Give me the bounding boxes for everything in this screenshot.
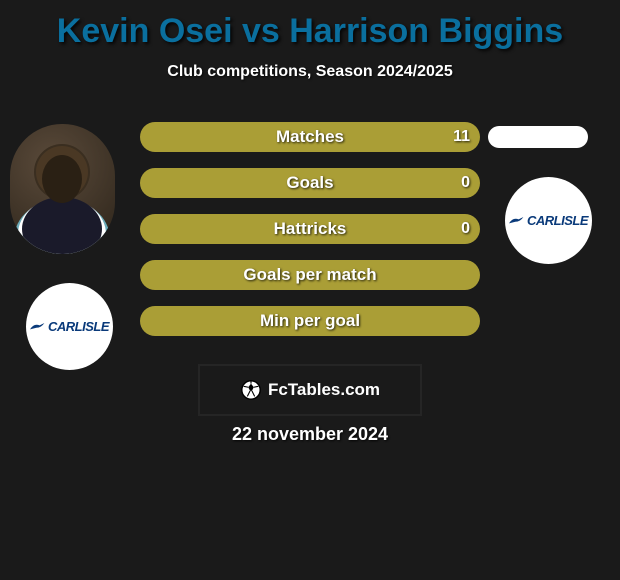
stat-label: Goals [140, 173, 480, 193]
stat-value-right: 0 [461, 174, 470, 192]
source-text: FcTables.com [240, 379, 380, 401]
club-left-name: CARLISLE [48, 319, 109, 334]
stat-bar-min-per-goal: Min per goal [140, 306, 480, 336]
club-right-badge: CARLISLE [505, 177, 592, 264]
source-banner: FcTables.com [200, 366, 420, 414]
stat-label: Hattricks [140, 219, 480, 239]
source-label: FcTables.com [268, 380, 380, 400]
stat-value-right: 0 [461, 220, 470, 238]
club-right-name: CARLISLE [527, 213, 588, 228]
stats-bars-container: Matches 11 Goals 0 Hattricks 0 Goals per… [140, 122, 480, 352]
stat-label: Matches [140, 127, 480, 147]
club-left-label: CARLISLE [30, 319, 109, 334]
player-silhouette-icon [10, 124, 115, 254]
stat-bar-matches: Matches 11 [140, 122, 480, 152]
stat-value-right: 11 [453, 128, 470, 146]
stat-label: Min per goal [140, 311, 480, 331]
stat-bar-goals: Goals 0 [140, 168, 480, 198]
comparison-subtitle: Club competitions, Season 2024/2025 [0, 63, 620, 81]
club-swoosh-icon [509, 217, 525, 225]
club-left-badge: CARLISLE [26, 283, 113, 370]
soccer-ball-icon [240, 379, 262, 401]
player-left-avatar [10, 124, 115, 254]
club-swoosh-icon [30, 323, 46, 331]
date-text: 22 november 2024 [0, 424, 620, 445]
player-right-pill [488, 126, 588, 148]
stat-bar-goals-per-match: Goals per match [140, 260, 480, 290]
stat-label: Goals per match [140, 265, 480, 285]
stat-bar-hattricks: Hattricks 0 [140, 214, 480, 244]
club-right-label: CARLISLE [509, 213, 588, 228]
comparison-title: Kevin Osei vs Harrison Biggins [0, 0, 620, 51]
